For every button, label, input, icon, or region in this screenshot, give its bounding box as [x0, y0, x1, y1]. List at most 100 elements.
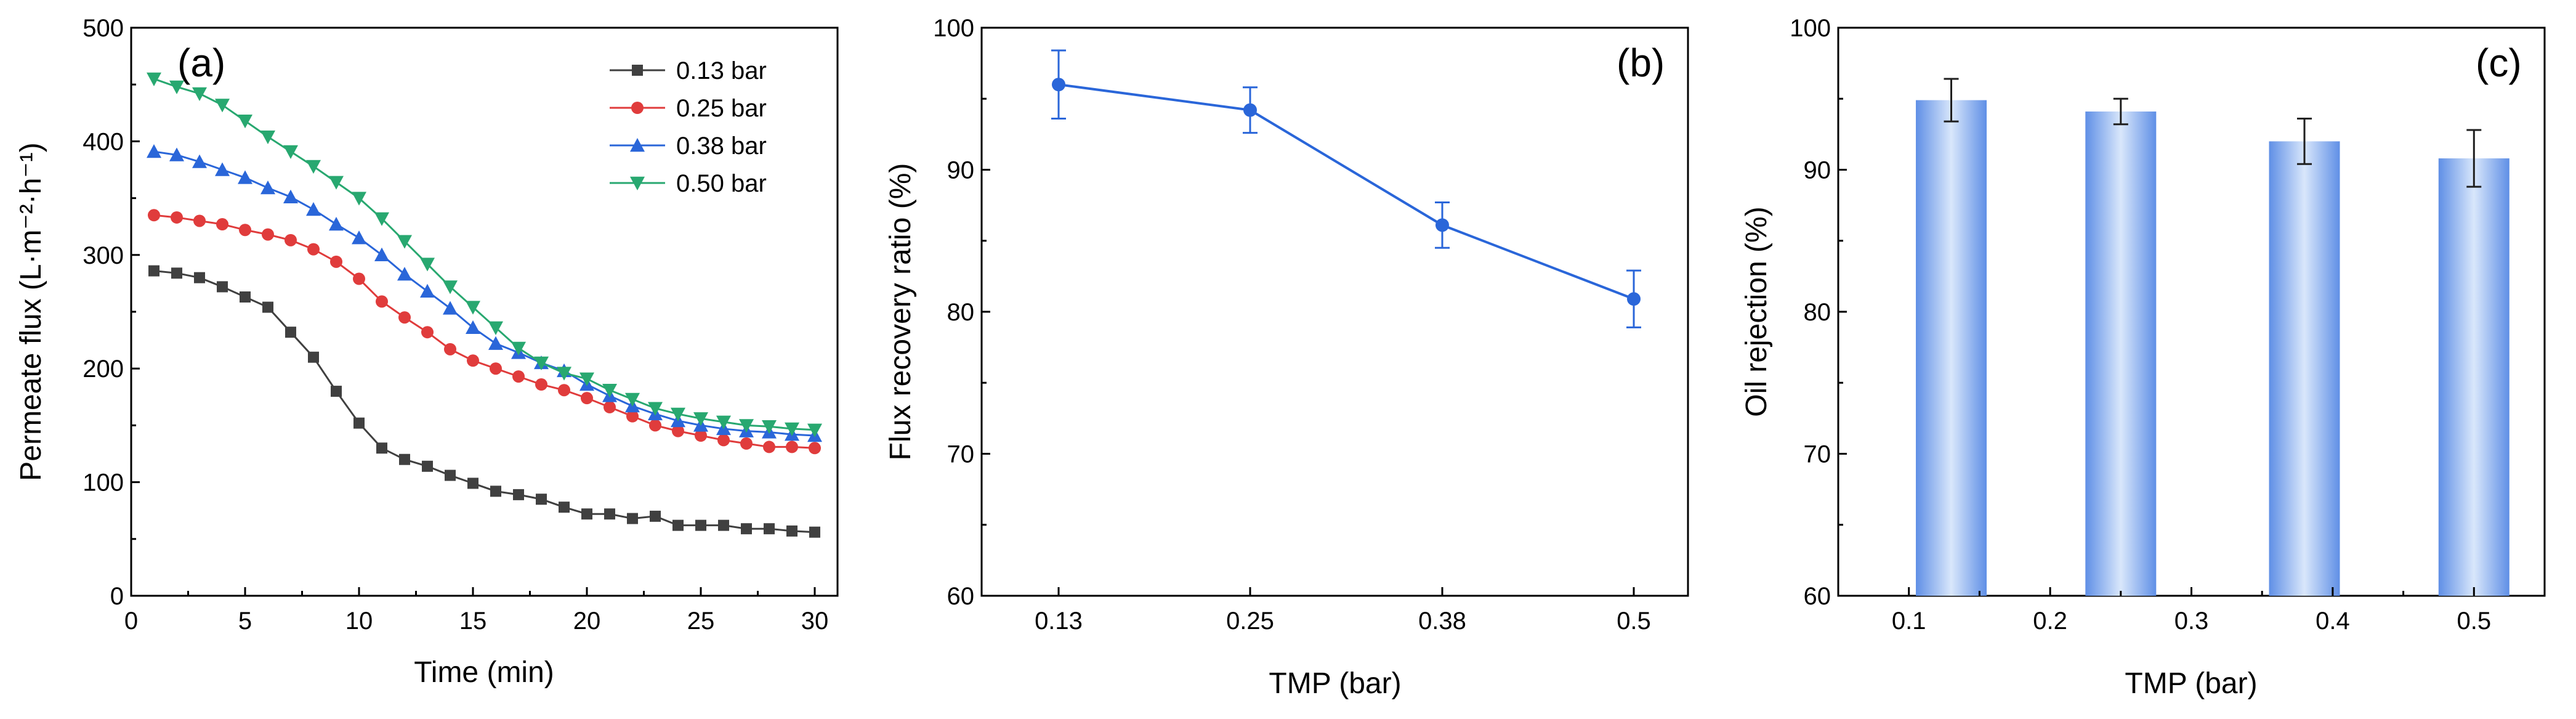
- y-tick-label: 100: [83, 469, 124, 497]
- data-point: [581, 392, 593, 405]
- y-tick-group-b: 60 70 80 90 100: [933, 15, 990, 610]
- x-tick-label: 0.3: [2174, 607, 2209, 635]
- series-group-b: [1051, 49, 1641, 328]
- data-point: [421, 326, 434, 339]
- x-tick-label: 5: [238, 607, 252, 635]
- data-point: [764, 523, 775, 535]
- data-point: [1052, 78, 1065, 92]
- data-point: [717, 434, 730, 447]
- data-point: [148, 209, 160, 222]
- data-point: [420, 258, 435, 272]
- data-point: [422, 460, 433, 472]
- y-axis-title-a: Permeate flux (L·m⁻²·h⁻¹): [15, 142, 47, 481]
- x-tick-label: 0: [124, 607, 138, 635]
- data-point: [467, 477, 478, 489]
- data-point: [649, 419, 661, 432]
- data-point: [148, 265, 159, 277]
- data-point: [307, 243, 320, 256]
- data-point: [331, 386, 342, 397]
- x-axis-title-c: TMP (bar): [2125, 667, 2257, 700]
- x-tick-label: 0.1: [1892, 607, 1926, 635]
- data-point: [786, 525, 797, 537]
- data-point: [648, 402, 663, 416]
- data-point: [536, 494, 547, 505]
- data-point: [488, 336, 503, 350]
- legend-label: 0.38 bar: [676, 132, 767, 160]
- data-point: [695, 519, 706, 531]
- y-tick-label: 60: [1804, 583, 1831, 610]
- data-point: [513, 489, 524, 500]
- data-point: [171, 211, 183, 224]
- data-point: [215, 99, 230, 113]
- data-point: [147, 72, 161, 86]
- data-point: [285, 234, 297, 246]
- data-point: [557, 367, 571, 381]
- data-point: [672, 519, 684, 531]
- data-point: [443, 301, 458, 315]
- data-point: [579, 372, 594, 386]
- legend-marker: [630, 138, 645, 152]
- series-group-c: [1916, 78, 2509, 596]
- y-tick-label: 400: [83, 128, 124, 155]
- data-point: [397, 235, 412, 249]
- data-point: [376, 295, 388, 308]
- panel-b: 0.13 0.25 0.38 0.5 60 70 80 90 100 (b) TMP (bar…: [884, 15, 1689, 700]
- data-point: [1435, 218, 1449, 232]
- data-point: [650, 510, 661, 522]
- y-tick-label: 90: [947, 157, 975, 184]
- x-tick-label: 10: [345, 607, 373, 635]
- y-tick-label: 500: [83, 15, 124, 42]
- data-point: [169, 80, 184, 94]
- data-point: [194, 272, 205, 283]
- x-tick-label: 0.4: [2316, 607, 2350, 635]
- x-tick-label: 0.25: [1226, 607, 1274, 635]
- x-tick-label: 0.5: [2457, 607, 2491, 635]
- data-point: [262, 301, 273, 313]
- legend-label: 0.25 bar: [676, 95, 767, 122]
- y-tick-label: 70: [1804, 441, 1831, 468]
- data-point: [559, 502, 570, 513]
- data-point: [490, 362, 502, 375]
- data-point: [352, 192, 366, 206]
- legend-marker: [631, 102, 644, 114]
- y-tick-label: 90: [1804, 157, 1831, 184]
- data-point: [398, 311, 411, 324]
- x-tick-label: 25: [687, 607, 715, 635]
- x-axis-title-b: TMP (bar): [1269, 667, 1401, 700]
- data-point: [353, 417, 365, 429]
- data-point: [193, 214, 206, 227]
- panel-a: 0 5 10 15 20 25 30 0 100 200 300 400 500 (a) Time (…: [15, 15, 839, 689]
- data-point: [534, 356, 549, 370]
- data-point: [262, 228, 274, 241]
- series-group-a: [147, 72, 822, 538]
- data-point: [1627, 292, 1641, 306]
- data-point: [786, 441, 798, 453]
- data-point: [260, 181, 275, 195]
- data-point: [374, 247, 389, 261]
- data-point: [740, 437, 753, 450]
- legend-marker: [630, 176, 645, 190]
- data-point: [695, 429, 707, 442]
- y-tick-group-a: 0 100 200 300 400 500: [83, 15, 140, 610]
- data-point: [627, 513, 638, 524]
- panel-label-b: (b): [1617, 41, 1665, 85]
- legend-label: 0.13 bar: [676, 57, 767, 84]
- x-tick-label: 15: [459, 607, 487, 635]
- data-point: [1243, 103, 1257, 117]
- data-point: [672, 424, 684, 437]
- y-axis-title-b: Flux recovery ratio (%): [884, 163, 917, 461]
- data-point: [283, 145, 298, 159]
- data-point: [330, 255, 342, 268]
- data-point: [238, 115, 252, 129]
- data-point: [535, 378, 547, 391]
- bar: [2438, 158, 2509, 596]
- data-point: [239, 224, 251, 237]
- y-tick-label: 80: [1804, 299, 1831, 326]
- data-point: [240, 291, 251, 303]
- y-tick-label: 100: [1790, 15, 1831, 42]
- x-tick-label: 0.13: [1035, 607, 1083, 635]
- data-point: [171, 267, 182, 279]
- data-point: [785, 422, 799, 436]
- legend-label: 0.50 bar: [676, 170, 767, 197]
